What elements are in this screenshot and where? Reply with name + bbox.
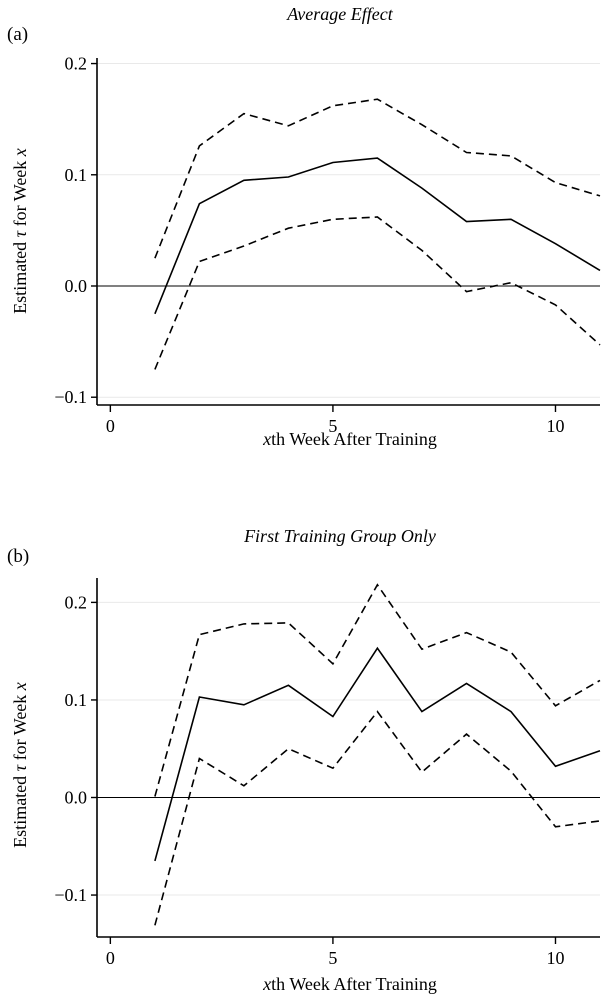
y-tick-label: 0.2 [65, 54, 88, 74]
x-tick-label: 5 [328, 416, 337, 436]
panel-b-series [154, 583, 601, 926]
y-tick-label: 0.0 [65, 787, 88, 807]
y-tick-label: −0.1 [54, 885, 87, 905]
y-tick-label: 0.0 [65, 276, 88, 296]
series-line-lower [154, 216, 601, 370]
panel-a-x-axis-label: xth Week After Training [262, 429, 437, 449]
series-line-lower [154, 710, 601, 926]
panel-a-series [154, 98, 601, 370]
panel-a-grid [97, 63, 600, 398]
panel-a-x-ticks: 0 5 10 [106, 405, 564, 436]
panel-b-letter: (b) [7, 546, 29, 567]
x-tick-label: 10 [546, 948, 564, 968]
panel-a-title: Average Effect [286, 4, 393, 24]
y-tick-label: 0.1 [65, 690, 88, 710]
series-line-upper [154, 98, 601, 259]
panel-a-y-ticks: −0.1 0.0 0.1 0.2 [54, 54, 97, 407]
x-tick-label: 0 [106, 948, 115, 968]
x-tick-label: 10 [546, 416, 564, 436]
y-tick-label: 0.2 [65, 592, 88, 612]
panel-b-x-axis-label: xth Week After Training [262, 974, 437, 994]
panel-a-letter: (a) [7, 24, 28, 45]
panel-a-y-axis-label: Estimated τ for Week x [10, 148, 30, 314]
panel-b-x-ticks: 0 5 10 [106, 937, 564, 968]
x-tick-label: 0 [106, 416, 115, 436]
panel-b-y-axis-label: Estimated τ for Week x [10, 682, 30, 848]
panel-b: (b) First Training Group Only −0.1 0.0 0.1… [7, 526, 601, 994]
panel-a: (a) Average Effect −0.1 0.0 0.1 0.2 0 5 10 xt… [7, 4, 601, 449]
panel-b-y-ticks: −0.1 0.0 0.1 0.2 [54, 592, 97, 905]
panel-b-title: First Training Group Only [243, 526, 436, 546]
series-line-estimate [154, 157, 601, 315]
series-line-upper [154, 583, 601, 797]
series-line-estimate [154, 646, 601, 862]
y-tick-label: 0.1 [65, 165, 88, 185]
y-tick-label: −0.1 [54, 387, 87, 407]
panel-b-grid [97, 601, 600, 896]
x-tick-label: 5 [328, 948, 337, 968]
